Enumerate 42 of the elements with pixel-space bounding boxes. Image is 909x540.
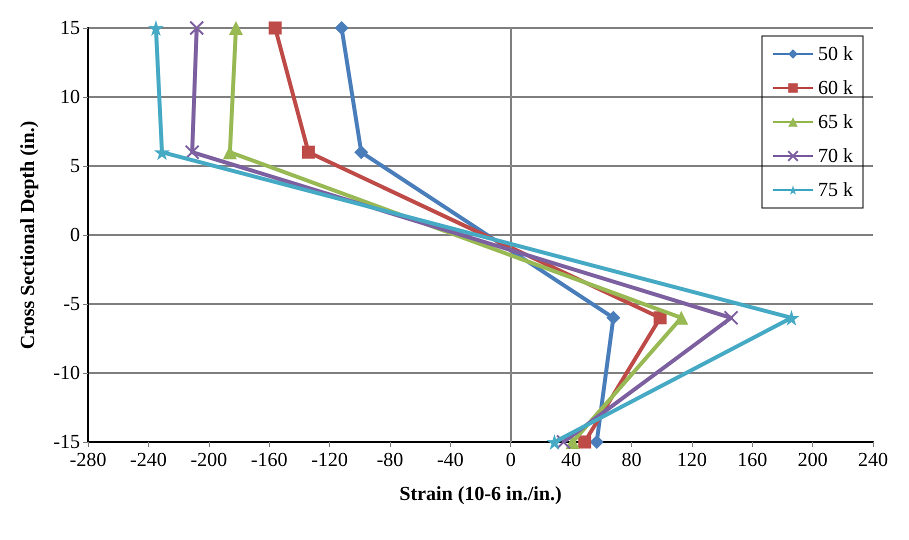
x-tick-label: 160 xyxy=(737,449,768,471)
y-tick-label: -10 xyxy=(53,362,80,384)
y-tick-label: 10 xyxy=(60,86,80,108)
x-tick-label: -200 xyxy=(190,449,228,471)
x-tick-label: 0 xyxy=(506,449,516,471)
legend-label: 70 k xyxy=(818,145,853,167)
point xyxy=(724,310,739,326)
x-tick-label: 200 xyxy=(798,449,828,471)
x-tick-label: -160 xyxy=(250,449,288,471)
legend-label: 50 k xyxy=(818,43,853,65)
point xyxy=(674,310,688,325)
x-tick-label: -240 xyxy=(130,449,167,471)
y-tick-label: 0 xyxy=(70,224,80,246)
point xyxy=(302,146,315,159)
x-tick-label: -120 xyxy=(311,449,348,471)
point xyxy=(184,144,200,160)
x-axis-title: Strain (10-6 in./in.) xyxy=(399,483,562,505)
point xyxy=(556,434,572,450)
point xyxy=(228,21,243,35)
point xyxy=(148,20,164,36)
y-tick-label: -5 xyxy=(63,293,80,315)
point xyxy=(578,436,592,448)
x-tick-label: 40 xyxy=(561,449,582,471)
y-tick-label: 15 xyxy=(60,17,80,39)
legend-label: 75 k xyxy=(818,179,853,201)
legend-label: 65 k xyxy=(818,111,853,133)
x-tick-label: 120 xyxy=(676,449,707,471)
point xyxy=(590,435,604,449)
point xyxy=(654,311,667,324)
x-tick-label: 240 xyxy=(858,449,888,471)
point xyxy=(334,21,349,35)
point xyxy=(546,434,562,450)
point xyxy=(606,310,620,325)
y-tick-label: 5 xyxy=(70,155,80,177)
point xyxy=(189,20,204,36)
x-tick-label: -80 xyxy=(376,449,404,471)
point xyxy=(354,145,368,160)
point xyxy=(268,22,282,34)
y-axis-title: Cross Sectional Depth (in.) xyxy=(17,120,39,350)
x-tick-label: -40 xyxy=(436,449,464,471)
x-tick-label: 80 xyxy=(621,449,642,471)
legend-label: 60 k xyxy=(818,77,853,99)
